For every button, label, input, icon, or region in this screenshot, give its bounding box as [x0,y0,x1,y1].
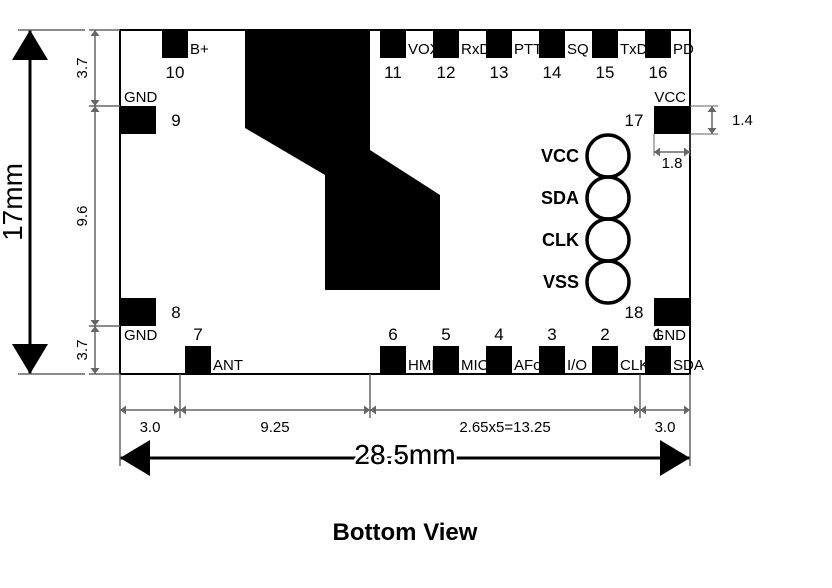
pad-12 [433,30,459,58]
center-shape [245,30,440,290]
dim-pad-h: 1.4 [732,112,753,129]
pad-label-8: GND [124,327,158,344]
hole-sda [587,177,629,219]
svg-text:3.7: 3.7 [74,340,91,361]
pad-2 [592,346,618,374]
dim-pad-w: 1.8 [662,155,683,172]
pad-11 [380,30,406,58]
pad-num-8: 8 [171,303,180,322]
pad-num-5: 5 [441,325,450,344]
hole-vss [587,261,629,303]
svg-text:3.7: 3.7 [74,58,91,79]
pad-label-17: VCC [654,89,686,106]
pad-label-5: MIC [461,357,489,374]
pad-num-3: 3 [547,325,556,344]
hole-clk [587,219,629,261]
pad-num-12: 12 [437,63,456,82]
pad-7 [185,346,211,374]
pad-label-16: PD [673,41,694,58]
pad-num-17: 17 [625,111,644,130]
pad-label-7: ANT [213,357,243,374]
pad-label-2: CLK [620,357,649,374]
pad-label-12: RxD [461,41,490,58]
pad-5 [433,346,459,374]
pad-num-6: 6 [388,325,397,344]
pad-label-13: PTT [514,41,542,58]
pad-label-14: SQ [567,41,589,58]
pad-label-15: TxD [620,41,648,58]
svg-text:28.5mm: 28.5mm [354,439,455,470]
pad-13 [486,30,512,58]
hole-label-sda: SDA [541,188,579,208]
pad-16 [645,30,671,58]
pad-num-9: 9 [171,111,180,130]
pad-9 [120,106,156,134]
pad-6 [380,346,406,374]
pad-3 [539,346,565,374]
pad-label-1: SDA [673,357,704,374]
pad-label-18: GND [653,327,687,344]
pcb-diagram: B+10VOX11RxD12PTT13SQ14TxD15PD16ANT7HML6… [0,0,832,588]
dim-seg-h-1: 9.25 [260,419,289,436]
pad-18 [654,298,690,326]
pad-num-15: 15 [596,63,615,82]
hole-label-vss: VSS [543,272,579,292]
hole-vcc [587,135,629,177]
pad-14 [539,30,565,58]
svg-text:9.6: 9.6 [74,206,91,227]
pad-17 [654,106,690,134]
pad-1 [645,346,671,374]
pad-label-10: B+ [190,41,209,58]
dim-seg-h-0: 3.0 [140,419,161,436]
dim-height-text: 17mm [0,163,28,241]
pad-10 [162,30,188,58]
dim-seg-h-2: 2.65x5=13.25 [459,419,550,436]
pad-num-16: 16 [649,63,668,82]
pad-15 [592,30,618,58]
pad-4 [486,346,512,374]
pad-num-10: 10 [166,63,185,82]
dim-seg-h-3: 3.0 [655,419,676,436]
view-title: Bottom View [333,519,478,546]
pad-num-13: 13 [490,63,509,82]
pad-num-18: 18 [625,303,644,322]
pad-num-4: 4 [494,325,503,344]
pad-num-14: 14 [543,63,562,82]
hole-label-clk: CLK [542,230,579,250]
pad-num-11: 11 [384,63,402,82]
pad-label-9: GND [124,89,158,106]
pad-num-2: 2 [600,325,609,344]
pad-label-3: I/O [567,357,587,374]
pad-8 [120,298,156,326]
pad-num-7: 7 [193,325,202,344]
hole-label-vcc: VCC [541,146,579,166]
